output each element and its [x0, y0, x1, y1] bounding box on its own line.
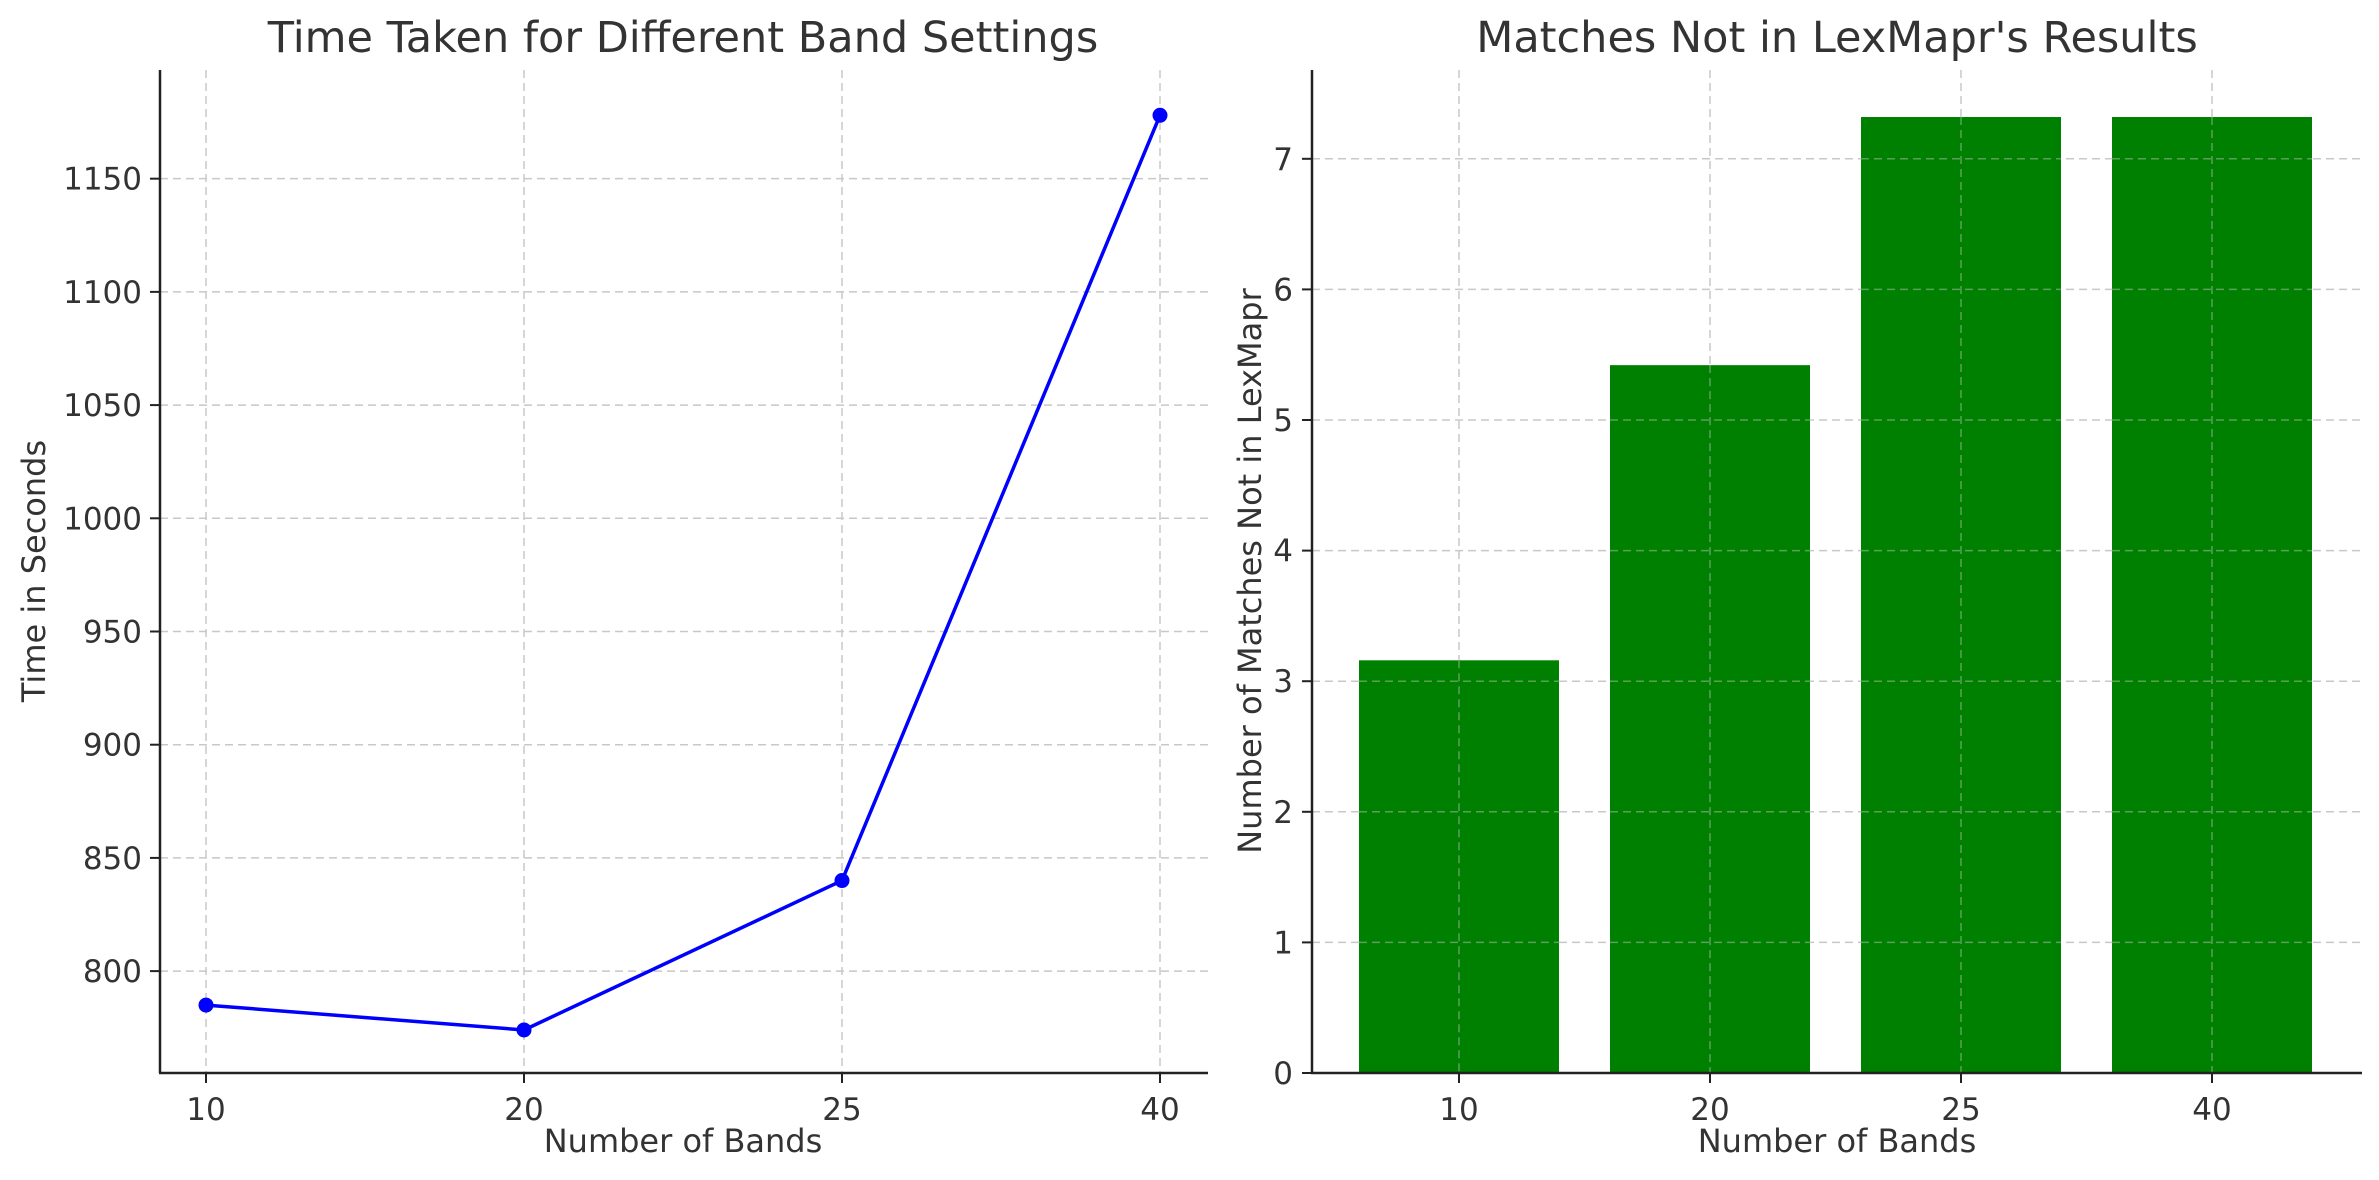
right-x-ticks: 10 20 25 40 — [1439, 1073, 2232, 1128]
matches-bar — [1610, 365, 1810, 1073]
right-y-tick-label: 3 — [1273, 664, 1293, 700]
time-data-point — [834, 873, 850, 889]
left-y-tick-label: 1050 — [63, 388, 142, 424]
matches-bar — [1861, 117, 2061, 1073]
left-grid — [160, 70, 1208, 1073]
left-y-tick-label: 950 — [83, 614, 142, 650]
left-y-ticks: 800 850 900 950 1000 1050 1100 1150 — [63, 162, 160, 990]
right-chart-title: Matches Not in LexMapr's Results — [1476, 13, 2198, 63]
left-x-tick-label: 25 — [822, 1092, 861, 1128]
right-y-tick-label: 6 — [1273, 272, 1293, 308]
left-y-tick-label: 1150 — [63, 162, 142, 198]
matches-bar — [2112, 117, 2312, 1073]
right-x-tick-label: 10 — [1439, 1092, 1478, 1128]
time-series-line — [205, 114, 1162, 1032]
right-vertical-grid — [1458, 70, 2213, 1073]
time-line-chart: 800 850 900 950 1000 1050 1100 1150 10 20 25 40 Ti… — [15, 13, 1208, 1160]
left-x-tick-label: 10 — [186, 1092, 225, 1128]
left-y-axis-label: Time in Seconds — [15, 440, 53, 703]
time-series — [198, 107, 1168, 1038]
left-x-ticks: 10 20 25 40 — [186, 1073, 1180, 1128]
time-data-point — [516, 1022, 532, 1038]
right-y-tick-label: 5 — [1273, 403, 1293, 439]
right-y-ticks: 0 1 2 3 4 5 6 7 — [1273, 142, 1312, 1092]
right-y-axis-label: Number of Matches Not in LexMapr — [1231, 287, 1269, 853]
right-y-tick-label: 4 — [1273, 534, 1293, 570]
left-x-tick-label: 40 — [1140, 1092, 1179, 1128]
matches-bar — [1359, 660, 1559, 1073]
right-x-axis-label: Number of Bands — [1698, 1122, 1977, 1160]
right-y-tick-label: 1 — [1273, 925, 1293, 961]
right-y-tick-label: 2 — [1273, 795, 1293, 831]
right-x-tick-label: 20 — [1690, 1092, 1729, 1128]
left-y-tick-label: 850 — [83, 841, 142, 877]
right-y-tick-label: 7 — [1273, 142, 1293, 178]
left-x-axis-label: Number of Bands — [544, 1122, 823, 1160]
right-x-tick-label: 25 — [1941, 1092, 1980, 1128]
left-x-tick-label: 20 — [504, 1092, 543, 1128]
time-data-point — [198, 997, 214, 1013]
time-data-point — [1152, 107, 1168, 123]
matches-bar-chart: 0 1 2 3 4 5 6 7 10 20 25 40 Matches Not in LexMapr… — [1231, 13, 2362, 1160]
left-y-tick-label: 800 — [83, 954, 142, 990]
left-chart-title: Time Taken for Different Band Settings — [267, 13, 1098, 63]
left-y-tick-label: 900 — [83, 728, 142, 764]
right-y-tick-label: 0 — [1273, 1056, 1293, 1092]
left-y-tick-label: 1000 — [63, 501, 142, 537]
right-x-tick-label: 40 — [2192, 1092, 2231, 1128]
matches-bars — [1359, 117, 2312, 1073]
right-grid-overlay — [1359, 117, 2312, 1073]
left-y-tick-label: 1100 — [63, 275, 142, 311]
